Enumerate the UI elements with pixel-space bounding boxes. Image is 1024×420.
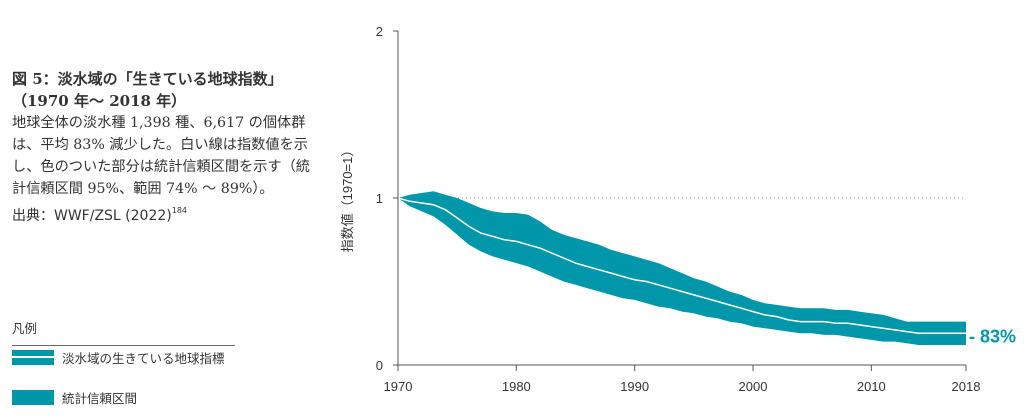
y-axis-label: 指数値（1970=1） <box>340 144 355 253</box>
x-tick-label: 1970 <box>384 379 413 394</box>
figure-title: 図 5：淡水域の「生きている地球指数」 <box>12 70 283 88</box>
confidence-band <box>398 191 966 345</box>
legend-label-index: 淡水域の生きている地球指標 <box>62 351 225 366</box>
legend-item-confidence-band: 統計信頼区間 <box>12 388 137 407</box>
figure-description: 地球全体の淡水種 1,398 種、6,617 の個体群は、平均 83% 減少した… <box>12 115 310 197</box>
decline-annotation: - 83% <box>969 327 1016 347</box>
y-tick-label: 2 <box>376 24 383 39</box>
y-tick-label: 1 <box>376 191 383 206</box>
caption-block: 図 5：淡水域の「生きている地球指数」 （1970 年〜 2018 年） 地球全… <box>12 68 312 227</box>
legend-title: 凡例 <box>12 318 235 346</box>
legend-label-band: 統計信頼区間 <box>62 391 138 406</box>
confidence-band-swatch <box>12 390 54 405</box>
legend: 凡例 淡水域の生きている地球指標 統計信頼区間 <box>12 318 235 406</box>
x-tick-label: 2010 <box>857 379 886 394</box>
x-tick-label: 1990 <box>620 379 649 394</box>
legend-item-index-line: 淡水域の生きている地球指標 <box>12 348 225 367</box>
x-tick-label: 2000 <box>739 379 768 394</box>
source-label: 出典：WWF/ZSL (2022) <box>12 208 172 224</box>
index-line <box>397 197 966 335</box>
source-ref: 184 <box>171 206 188 215</box>
figure-source: 出典：WWF/ZSL (2022)184 <box>12 200 312 227</box>
figure-title-period: （1970 年〜 2018 年） <box>12 92 187 110</box>
x-tick-label: 1980 <box>502 379 531 394</box>
y-tick-label: 0 <box>376 358 383 373</box>
index-line-swatch <box>12 350 54 365</box>
x-tick-label: 2018 <box>952 379 981 394</box>
